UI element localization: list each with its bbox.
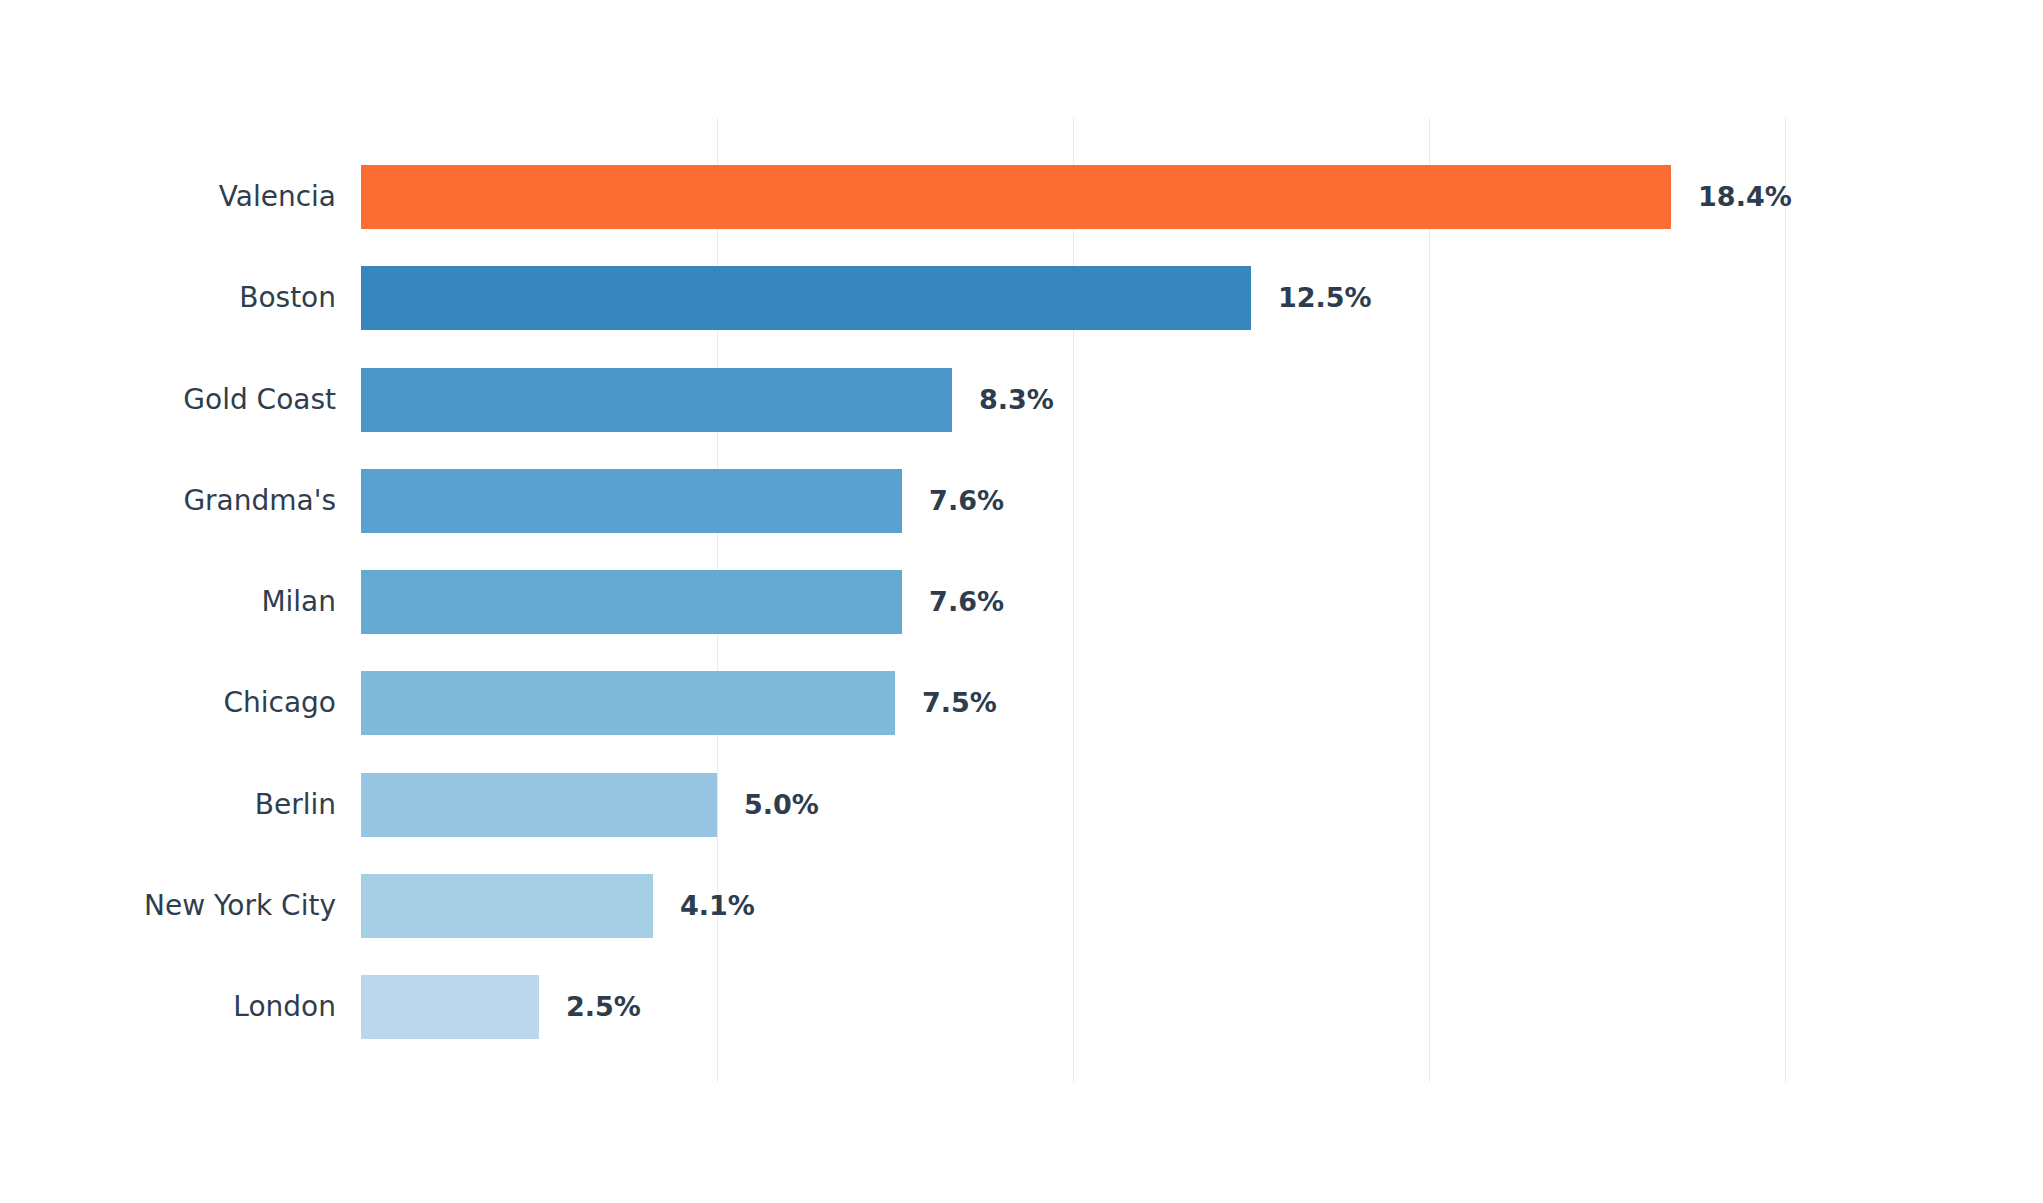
category-label: Grandma's [0,481,336,521]
bar-berlin [361,773,717,837]
value-label: 12.5% [1278,278,1372,318]
bar-valencia [361,165,1671,229]
value-label: 7.5% [922,683,997,723]
value-label: 8.3% [979,380,1054,420]
category-label: London [0,987,336,1027]
horizontal-bar-chart: Valencia 18.4% Boston 12.5% Gold Coast 8.3% Gr… [0,0,2043,1203]
category-label: New York City [0,886,336,926]
value-label: 4.1% [680,886,755,926]
bar-boston [361,266,1251,330]
bar-gold-coast [361,368,952,432]
bar-new-york-city [361,874,653,938]
bar-chicago [361,671,895,735]
value-label: 2.5% [566,987,641,1027]
bar-grandma-s [361,469,902,533]
bar-london [361,975,539,1039]
category-label: Boston [0,278,336,318]
value-label: 7.6% [929,481,1004,521]
x-gridline-15 [1429,118,1430,1082]
x-gridline-20 [1785,118,1786,1082]
value-label: 5.0% [744,785,819,825]
category-label: Berlin [0,785,336,825]
value-label: 18.4% [1698,177,1792,217]
category-label: Valencia [0,177,336,217]
category-label: Chicago [0,683,336,723]
value-label: 7.6% [929,582,1004,622]
bar-milan [361,570,902,634]
x-gridline-10 [1073,118,1074,1082]
category-label: Milan [0,582,336,622]
category-label: Gold Coast [0,380,336,420]
